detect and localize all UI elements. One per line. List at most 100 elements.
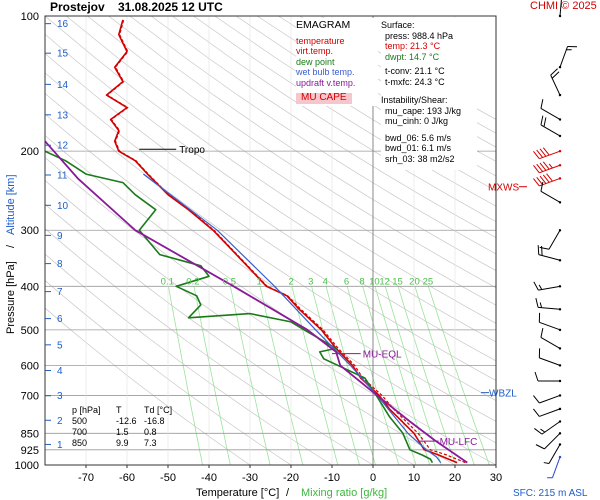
altitude-tick-label: 4 bbox=[57, 366, 63, 377]
wind-barb bbox=[533, 147, 562, 160]
dry-adiabat bbox=[108, 16, 496, 271]
wind-barb-column bbox=[533, 0, 578, 479]
surface-value: dwpt: 14.7 °C bbox=[385, 51, 440, 62]
wind-barb-flag bbox=[536, 163, 544, 172]
wind-barb-base bbox=[558, 432, 562, 435]
wind-barb-flag bbox=[538, 312, 541, 323]
x-axis-label-temperature: Temperature [°C] bbox=[196, 487, 279, 499]
x-axis-label-separator: / bbox=[286, 487, 290, 499]
wind-barb-flag bbox=[536, 177, 544, 186]
wind-barb bbox=[558, 0, 563, 18]
wind-barb-staff bbox=[539, 394, 561, 404]
y-axis-label-altitude: Altitude [km] bbox=[5, 174, 17, 235]
wind-barb-staff bbox=[550, 74, 561, 96]
wind-barb-base bbox=[558, 328, 562, 332]
x-tick-label: -40 bbox=[201, 472, 217, 484]
wind-barb bbox=[547, 455, 562, 479]
instability-value: bwd_01: 6.1 m/s bbox=[385, 143, 452, 153]
mxws-label: MXWS bbox=[488, 183, 519, 194]
wind-barb-staff bbox=[539, 357, 561, 366]
wind-barb-base bbox=[558, 420, 562, 423]
mixing-ratio-label: 8 bbox=[359, 276, 364, 287]
wind-barb-base bbox=[558, 364, 562, 367]
wind-barb-staff bbox=[559, 0, 563, 17]
pressure-tick-label: 600 bbox=[21, 360, 39, 372]
series-temperature bbox=[105, 19, 458, 464]
wind-barb-base bbox=[558, 259, 562, 262]
altitude-tick-label: 1 bbox=[57, 440, 63, 451]
mixing-ratio-line bbox=[325, 286, 376, 465]
x-tick-label: -70 bbox=[78, 472, 94, 484]
altitude-tick-label: 10 bbox=[57, 201, 69, 212]
surface-title: Surface: bbox=[381, 20, 415, 30]
wind-barb-halfflag bbox=[566, 49, 572, 51]
wind-barb-flag bbox=[534, 428, 543, 435]
dry-adiabat bbox=[150, 16, 496, 238]
wind-barb-flag bbox=[533, 408, 540, 417]
pressure-tick-label: 300 bbox=[21, 225, 39, 237]
pressure-tick-label: 100 bbox=[21, 11, 39, 23]
wind-barb-base bbox=[558, 14, 562, 18]
altitude-tick-label: 2 bbox=[57, 416, 63, 427]
dry-adiabat bbox=[45, 113, 496, 422]
wind-barb bbox=[533, 407, 562, 417]
mixing-ratio-label: 1 bbox=[257, 276, 262, 287]
legend-box: EMAGRAM temperature virt.temp. dew point we… bbox=[296, 18, 378, 106]
mu-eql-label: MU-EQL bbox=[363, 350, 402, 361]
pressure-tick-label: 850 bbox=[21, 428, 39, 440]
wind-barb-base bbox=[558, 65, 562, 69]
wind-barb-base bbox=[558, 394, 562, 397]
table-cell: 9.9 bbox=[116, 438, 129, 448]
wind-barb bbox=[540, 181, 562, 204]
wind-barb-flag bbox=[538, 348, 541, 358]
wind-barb-flag bbox=[539, 246, 550, 250]
y-axis-label-pressure: Pressure [hPa] bbox=[5, 261, 17, 334]
altitude-tick-label: 3 bbox=[57, 391, 63, 402]
series-updraft-v-temp bbox=[45, 140, 468, 464]
wind-barb-flag bbox=[540, 181, 544, 192]
convective-value: t-mxfc: 24.3 °C bbox=[385, 76, 445, 87]
wind-barb bbox=[538, 312, 562, 332]
table-cell: 0.8 bbox=[144, 427, 157, 437]
pressure-tick-label: 925 bbox=[21, 445, 39, 457]
wind-barb-staff bbox=[539, 408, 561, 417]
wind-barb-staff bbox=[538, 306, 561, 310]
wind-barb-staff bbox=[559, 46, 568, 68]
mixing-ratio-label: 0.2 bbox=[186, 276, 199, 287]
wind-barb bbox=[535, 298, 562, 311]
wind-barb-staff bbox=[541, 421, 561, 435]
wind-barb bbox=[550, 68, 562, 97]
altitude-tick-label: 12 bbox=[57, 141, 69, 152]
wind-barb bbox=[540, 115, 562, 138]
wbzl-label: WBZL bbox=[489, 389, 517, 400]
wind-barb-flag bbox=[567, 45, 578, 48]
levels-table: p [hPa] T Td [°C] 500 -12.6 -16.8 700 1.5 0.8 850… bbox=[72, 405, 192, 455]
wind-barb-flag bbox=[543, 117, 547, 127]
instability-value: srh_03: 38 m2/s2 bbox=[385, 153, 455, 164]
wind-barb bbox=[533, 281, 562, 291]
wind-barb-flag bbox=[546, 173, 553, 182]
altitude-tick-label: 8 bbox=[57, 259, 63, 270]
wind-barb-flag bbox=[536, 149, 544, 158]
wind-barb-base bbox=[558, 164, 562, 167]
series-wet-bulb-temp bbox=[143, 173, 442, 463]
wind-barb bbox=[537, 245, 562, 262]
table-cell: p [hPa] bbox=[72, 405, 101, 415]
wind-barb-flag bbox=[533, 150, 540, 159]
wind-barb bbox=[540, 99, 562, 121]
wind-barb-staff bbox=[540, 336, 561, 349]
x-tick-label: 0 bbox=[370, 472, 376, 484]
wind-barb-flag bbox=[541, 245, 543, 256]
x-tick-label: -60 bbox=[119, 472, 135, 484]
instability-value: mu_cinh: 0 J/kg bbox=[385, 116, 449, 126]
wind-barb-base bbox=[558, 443, 562, 446]
wind-barb-flag bbox=[534, 371, 539, 382]
wind-barb-flag bbox=[540, 99, 544, 109]
wind-barb-flag bbox=[533, 165, 540, 174]
dry-adiabat bbox=[87, 16, 496, 289]
table-cell: 1.5 bbox=[116, 427, 129, 437]
wind-barb-staff bbox=[544, 432, 561, 450]
wind-barb bbox=[538, 348, 562, 367]
wind-barb-staff bbox=[538, 285, 561, 291]
table-row: 700 1.5 0.8 bbox=[72, 427, 192, 438]
